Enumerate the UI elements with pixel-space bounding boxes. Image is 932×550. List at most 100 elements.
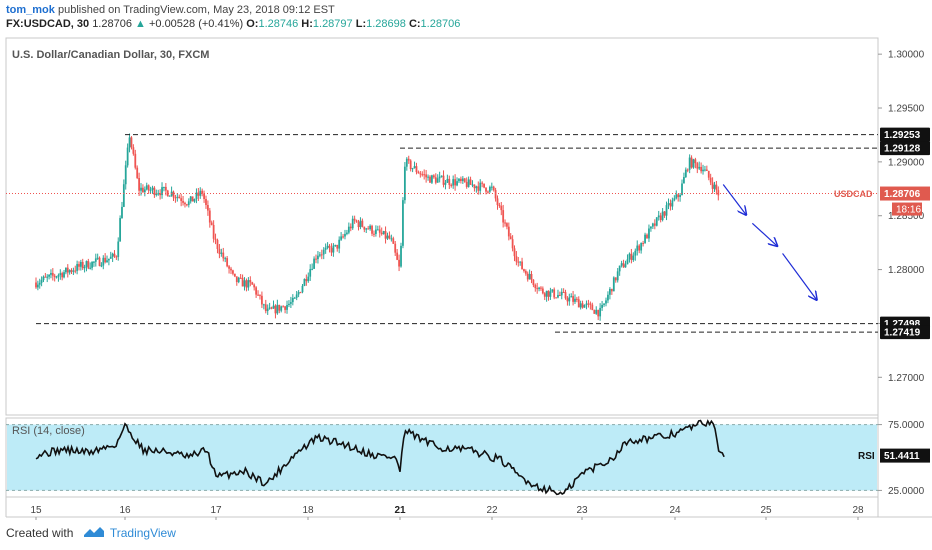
candle-body <box>182 200 184 203</box>
candle-body <box>197 192 200 196</box>
candle-body <box>87 261 90 269</box>
candle-body <box>557 294 559 298</box>
candle-body <box>272 305 275 309</box>
time-tick-label: 23 <box>576 505 588 516</box>
candle-body <box>295 294 298 298</box>
candle-body <box>609 288 611 295</box>
created-with-label: Created with <box>6 526 74 540</box>
candle-body <box>415 166 418 173</box>
candle-body <box>655 217 658 226</box>
candle-body <box>322 249 325 255</box>
price-tick-label: 1.28500 <box>888 211 925 222</box>
candle-body <box>311 268 314 270</box>
candle-body <box>347 226 350 233</box>
candle-body <box>320 254 323 256</box>
author-link[interactable]: tom_mok <box>6 4 55 16</box>
candle-body <box>413 166 416 169</box>
tradingview-brand-link[interactable]: TradingView <box>109 526 176 540</box>
candle-body <box>405 158 408 167</box>
candle-body <box>640 243 643 251</box>
candle-body <box>334 244 337 246</box>
candle-body <box>46 276 49 278</box>
candle-body <box>646 234 648 239</box>
candle-body <box>128 137 131 148</box>
candle-body <box>634 250 637 256</box>
candle-body <box>638 245 641 251</box>
candle-body <box>409 160 412 170</box>
close-label: C: <box>408 18 421 30</box>
candle-body <box>612 277 615 292</box>
symbol-label[interactable]: FX:USDCAD, 30 <box>6 18 90 30</box>
candle-body <box>683 177 685 184</box>
candle-body <box>212 224 215 239</box>
candle-body <box>461 178 464 181</box>
candle-body <box>299 292 302 294</box>
candle-body <box>328 245 331 248</box>
candle-body <box>187 201 190 205</box>
tradingview-logo-icon <box>83 527 104 537</box>
candle-body <box>473 184 476 189</box>
level-label: 1.27419 <box>884 328 921 339</box>
candle-body <box>579 303 582 308</box>
candle-body <box>218 248 221 254</box>
candle-body <box>157 193 160 195</box>
candle-body <box>122 184 125 207</box>
candle-body <box>36 284 39 288</box>
candle-body <box>419 173 422 175</box>
candle-body <box>326 245 329 248</box>
candle-body <box>303 279 306 286</box>
candle-body <box>220 252 223 254</box>
candle-body <box>515 256 518 262</box>
candle-body <box>440 175 443 177</box>
candle-body <box>398 259 400 267</box>
candle-body <box>530 273 533 280</box>
candle-body <box>278 304 281 311</box>
countdown-label: 18:16 <box>896 205 921 216</box>
candle-body <box>359 220 362 228</box>
candle-body <box>239 277 242 279</box>
candle-body <box>340 236 343 240</box>
candle-body <box>511 239 514 249</box>
candle-body <box>601 304 603 308</box>
candle-body <box>610 288 613 292</box>
price-pane-frame <box>5 37 879 416</box>
candle-body <box>591 304 594 311</box>
close-value: 1.28706 <box>420 18 461 30</box>
candle-body <box>681 183 683 195</box>
time-tick-label: 24 <box>669 505 681 516</box>
price-chart-title: U.S. Dollar/Canadian Dollar, 30, FXCM <box>12 49 209 61</box>
low-value: 1.28698 <box>366 18 406 30</box>
time-tick-label: 18 <box>302 505 314 516</box>
level-badge <box>880 141 930 156</box>
candle-body <box>671 200 674 207</box>
price-tick-label: 1.29500 <box>888 104 925 115</box>
candle-body <box>68 270 71 273</box>
candle-body <box>201 190 204 194</box>
candle-body <box>471 184 474 186</box>
candle-body <box>147 185 150 191</box>
candle-body <box>648 228 650 239</box>
candle-body <box>305 279 308 282</box>
candle-body <box>189 196 192 202</box>
candle-body <box>545 290 548 297</box>
candle-body <box>324 247 327 250</box>
rsi-tick-label: 75.0000 <box>888 420 925 431</box>
price-change: +0.00528 (+0.41%) <box>148 18 244 30</box>
last-price-badge <box>880 186 930 201</box>
candle-body <box>203 193 205 200</box>
footer: Created with TradingView <box>6 526 176 540</box>
candle-body <box>507 226 510 237</box>
candle-body <box>376 229 379 231</box>
candle-body <box>280 306 283 311</box>
candle-body <box>251 282 254 285</box>
level-label: 1.29128 <box>884 144 921 155</box>
candle-body <box>106 260 108 263</box>
candle-body <box>336 244 339 249</box>
time-tick-label: 15 <box>30 505 42 516</box>
last-price: 1.28706 <box>92 18 132 30</box>
up-arrow-icon: ▲ <box>135 18 146 30</box>
candle-body <box>622 263 625 268</box>
symbol-badge-label: USDCAD <box>834 189 873 199</box>
candle-body <box>690 157 693 168</box>
